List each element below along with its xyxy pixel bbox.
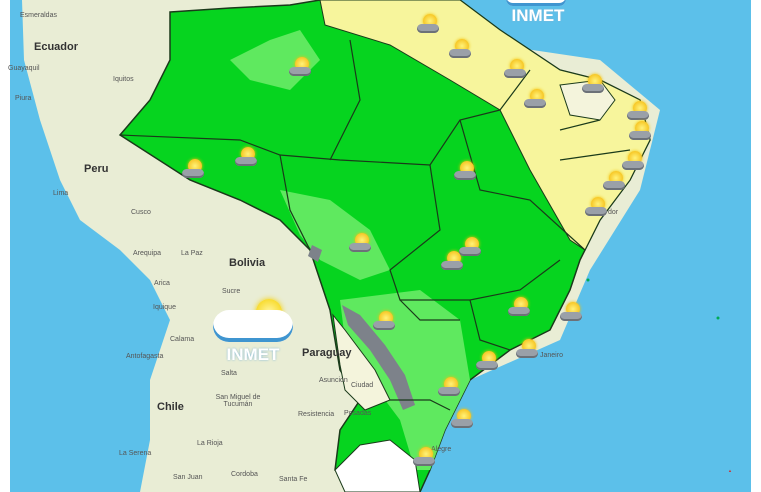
city-label: Ciudad: [351, 382, 374, 389]
city-label: Posadas: [344, 410, 372, 417]
inmet-logo-text: INMET: [511, 6, 565, 25]
sun-with-rain-cloud-icon: [625, 101, 651, 123]
city-label: Cusco: [131, 209, 151, 216]
sun-with-rain-cloud-icon: [620, 151, 646, 173]
city-label: Cordoba: [231, 471, 258, 478]
sun-with-rain-cloud-icon: [583, 197, 609, 219]
city-label: Asuncion: [319, 377, 348, 384]
sun-with-rain-cloud-icon: [287, 57, 313, 79]
sun-with-rain-cloud-icon: [447, 39, 473, 61]
city-label: La Rioja: [197, 440, 223, 447]
city-label: Arica: [154, 280, 170, 287]
city-label: Guayaquil: [8, 65, 40, 72]
right-border: [751, 0, 761, 492]
country-label-peru: Peru: [84, 163, 109, 175]
country-label-chile: Chile: [157, 401, 184, 413]
city-label: Sucre: [222, 288, 241, 295]
sun-with-rain-cloud-icon: [233, 147, 259, 169]
sun-with-rain-cloud-icon: [627, 121, 653, 143]
city-label: Arequipa: [133, 250, 162, 257]
sun-with-rain-cloud-icon: [457, 237, 483, 259]
country-label-ecuador: Ecuador: [34, 41, 79, 53]
inmet-logo-text: INMET: [226, 345, 280, 364]
sun-with-rain-cloud-icon: [514, 339, 540, 361]
sun-with-rain-cloud-icon: [411, 447, 437, 469]
brazil-gray-region: [308, 245, 415, 410]
city-label: Alegre: [431, 446, 452, 453]
left-border: [0, 0, 10, 492]
sun-with-rain-cloud-icon: [601, 171, 627, 193]
sun-with-rain-cloud-icon: [580, 74, 606, 96]
city-label: Santa Fe: [279, 476, 308, 483]
sun-with-rain-cloud-icon: [502, 59, 528, 81]
city-label: Janeiro: [540, 352, 563, 359]
city-label: Piura: [15, 95, 32, 102]
credit-mark: ▲: [728, 468, 732, 473]
city-label: dor: [608, 209, 619, 216]
city-label: Salta: [221, 370, 237, 377]
island-marker: [586, 278, 590, 282]
city-label: Iquique: [153, 304, 176, 311]
city-label: Resistencia: [298, 411, 335, 418]
city-label: Esmeraldas: [20, 12, 57, 19]
city-label: San Miguel de Tucumán: [215, 394, 261, 408]
island-marker: [716, 316, 720, 320]
sun-with-rain-cloud-icon: [439, 251, 465, 273]
inmet-logo-top: INMET: [498, 0, 578, 26]
country-label-bolivia: Bolivia: [229, 257, 266, 269]
sun-with-rain-cloud-icon: [449, 409, 475, 431]
inmet-logo-center: INMET: [208, 295, 298, 365]
sun-with-rain-cloud-icon: [347, 233, 373, 255]
sun-with-rain-cloud-icon: [452, 161, 478, 183]
country-label-paraguay: Paraguay: [302, 347, 352, 359]
city-label: La Serena: [119, 450, 152, 457]
sun-with-rain-cloud-icon: [474, 351, 500, 373]
state-borders: [119, 39, 631, 411]
city-label: Iquitos: [113, 76, 134, 83]
sun-with-rain-cloud-icon: [506, 297, 532, 319]
sun-with-rain-cloud-icon: [558, 302, 584, 324]
city-label: San Juan: [173, 474, 203, 481]
sun-with-rain-cloud-icon: [436, 377, 462, 399]
city-label: La Paz: [181, 250, 203, 257]
sun-with-rain-cloud-icon: [180, 159, 206, 181]
sun-with-rain-cloud-icon: [415, 14, 441, 36]
sun-with-rain-cloud-icon: [371, 311, 397, 333]
brazil-yellow-region: [319, 0, 651, 251]
city-label: Lima: [53, 190, 69, 197]
city-label: Calama: [170, 336, 195, 343]
sun-with-rain-cloud-icon: [522, 89, 548, 111]
city-label: Antofagasta: [126, 353, 164, 360]
